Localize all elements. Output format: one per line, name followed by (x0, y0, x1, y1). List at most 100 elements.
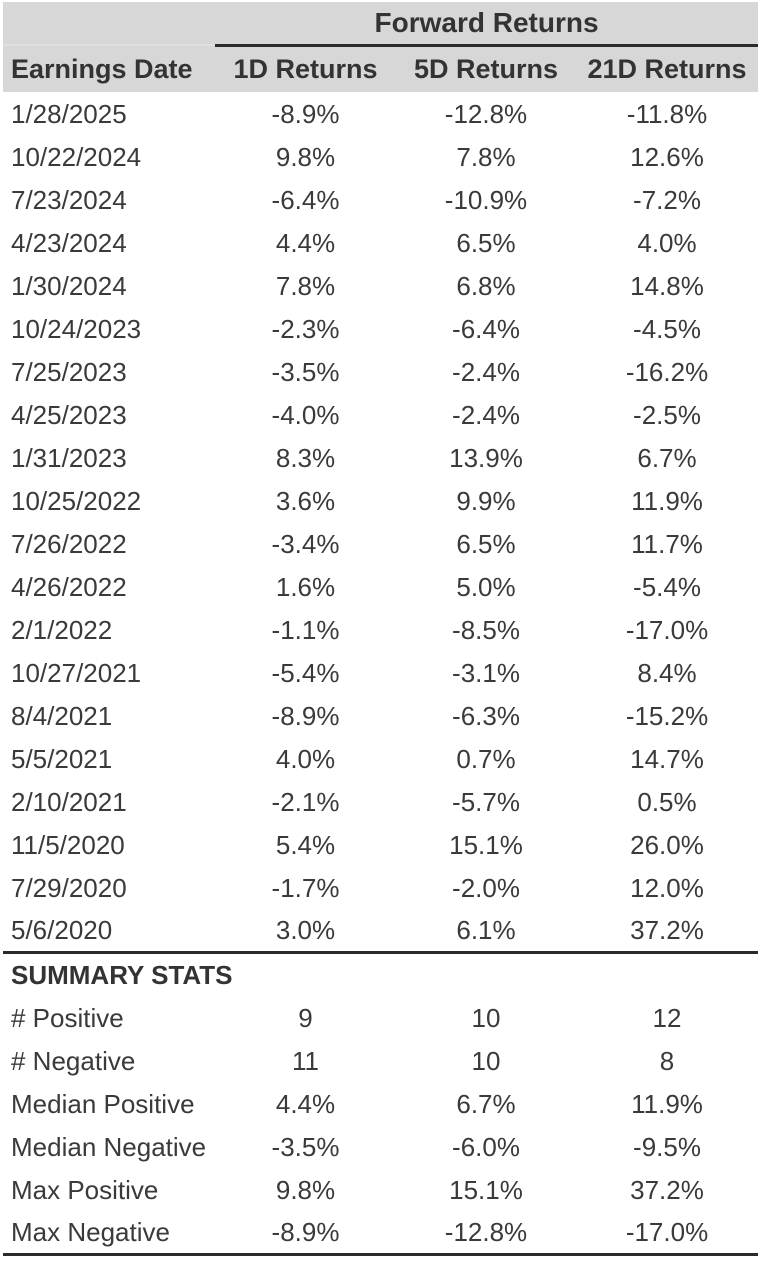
return-value-cell: -9.5% (633, 1131, 701, 1162)
return-value-cell: 13.9% (449, 442, 523, 473)
return-value-cell: -2.3% (271, 313, 340, 344)
return-value-cell: -6.4% (271, 184, 340, 215)
return-value-cell: -15.2% (625, 700, 709, 731)
summary-row: Max Negative -8.9% -12.8% -17.0% (3, 1211, 759, 1254)
spanner-title: Forward Returns (215, 2, 759, 47)
return-value-cell: 9.8% (275, 141, 336, 172)
summary-stat-label: Max Positive (11, 1174, 159, 1205)
data-rows: 1/28/2025 -8.9% -12.8% -11.8% 10/22/2024 9.8%… (3, 92, 759, 952)
summary-stat-label: Max Negative (11, 1216, 170, 1247)
summary-title-row: SUMMARY STATS (3, 950, 759, 996)
return-value-cell: 9.9% (456, 485, 516, 516)
earnings-date-cell: 10/22/2024 (11, 141, 142, 172)
earnings-date-cell: 7/29/2020 (11, 872, 127, 903)
table-row: 2/10/2021 -2.1% -5.7% 0.5% (3, 780, 759, 823)
earnings-date-cell: 2/10/2021 (11, 786, 127, 817)
return-value-cell: 8.4% (637, 657, 697, 688)
return-value-cell: -8.9% (271, 98, 340, 129)
summary-row: Median Positive 4.4% 6.7% 11.9% (3, 1082, 759, 1125)
return-value-cell: 3.0% (275, 914, 336, 945)
return-value-cell: -17.0% (625, 614, 709, 645)
return-value-cell: 7.8% (456, 141, 516, 172)
return-value-cell: -17.0% (625, 1216, 709, 1247)
return-value-cell: -11.8% (626, 98, 708, 129)
return-value-cell: 14.7% (630, 743, 704, 774)
table-row: 7/26/2022 -3.4% 6.5% 11.7% (3, 522, 759, 565)
return-value-cell: -6.0% (452, 1131, 520, 1162)
return-value-cell: -5.4% (271, 657, 340, 688)
column-header-5d-returns: 5D Returns (396, 45, 576, 92)
return-value-cell: 14.8% (630, 270, 704, 301)
table-row: 4/26/2022 1.6% 5.0% -5.4% (3, 565, 759, 608)
return-value-cell: -12.8% (444, 1216, 528, 1247)
summary-row: Max Positive 9.8% 15.1% 37.2% (3, 1168, 759, 1211)
return-value-cell: 5.4% (275, 829, 336, 860)
return-value-cell: 6.7% (456, 1088, 516, 1119)
earnings-date-cell: 10/27/2021 (11, 657, 142, 688)
return-value-cell: 9 (298, 1002, 313, 1033)
earnings-date-cell: 10/24/2023 (11, 313, 142, 344)
return-value-cell: 8 (659, 1045, 675, 1076)
return-value-cell: 37.2% (630, 1174, 704, 1205)
earnings-date-cell: 1/30/2024 (11, 270, 127, 301)
return-value-cell: 37.2% (630, 914, 704, 945)
return-value-cell: -6.4% (452, 313, 520, 344)
return-value-cell: -3.5% (271, 1131, 340, 1162)
return-value-cell: -2.4% (452, 356, 520, 387)
table-row: 10/27/2021 -5.4% -3.1% 8.4% (3, 651, 759, 694)
return-value-cell: -10.9% (444, 184, 528, 215)
table-row: 8/4/2021 -8.9% -6.3% -15.2% (3, 694, 759, 737)
summary-title: SUMMARY STATS (3, 950, 759, 996)
earnings-date-cell: 5/5/2021 (11, 743, 113, 774)
return-value-cell: -1.7% (271, 872, 340, 903)
return-value-cell: 3.6% (275, 485, 336, 516)
return-value-cell: -2.5% (633, 399, 701, 430)
return-value-cell: -1.1% (271, 614, 340, 645)
return-value-cell: 6.8% (456, 270, 516, 301)
column-header-earnings-date: Earnings Date (3, 45, 215, 92)
return-value-cell: -6.3% (452, 700, 520, 731)
table-row: 10/22/2024 9.8% 7.8% 12.6% (3, 135, 759, 178)
summary-stat-label: # Negative (11, 1045, 136, 1076)
return-value-cell: -3.1% (452, 657, 520, 688)
return-value-cell: -12.8% (444, 98, 528, 129)
return-value-cell: -5.7% (452, 786, 520, 817)
return-value-cell: 8.3% (275, 442, 336, 473)
summary-row: Median Negative -3.5% -6.0% -9.5% (3, 1125, 759, 1168)
return-value-cell: 0.7% (456, 743, 516, 774)
return-value-cell: 12.0% (630, 872, 704, 903)
table-row: 1/31/2023 8.3% 13.9% 6.7% (3, 436, 759, 479)
table-row: 1/28/2025 -8.9% -12.8% -11.8% (3, 92, 759, 135)
table-row: 5/5/2021 4.0% 0.7% 14.7% (3, 737, 759, 780)
earnings-date-cell: 11/5/2020 (11, 829, 125, 860)
earnings-date-cell: 4/25/2023 (11, 399, 127, 430)
return-value-cell: 6.5% (456, 528, 516, 559)
return-value-cell: 6.7% (637, 442, 697, 473)
earnings-date-cell: 4/26/2022 (11, 571, 127, 602)
table-row: 7/29/2020 -1.7% -2.0% 12.0% (3, 866, 759, 909)
forward-returns-table: Forward Returns Earnings Date 1D Returns… (3, 2, 759, 1256)
return-value-cell: 4.4% (275, 227, 336, 258)
table-header: Forward Returns Earnings Date 1D Returns… (3, 2, 759, 92)
spanner-row: Forward Returns (3, 2, 759, 47)
return-value-cell: -3.4% (271, 528, 340, 559)
return-value-cell: 10 (471, 1002, 501, 1033)
summary-row: # Negative 11 10 8 (3, 1039, 759, 1082)
earnings-date-cell: 2/1/2022 (11, 614, 113, 645)
table-row: 4/23/2024 4.4% 6.5% 4.0% (3, 221, 759, 264)
return-value-cell: -8.9% (271, 700, 340, 731)
table-row: 10/25/2022 3.6% 9.9% 11.9% (3, 479, 759, 522)
return-value-cell: -3.5% (271, 356, 340, 387)
return-value-cell: -2.0% (452, 872, 520, 903)
return-value-cell: -7.2% (633, 184, 701, 215)
return-value-cell: 11 (292, 1045, 319, 1076)
return-value-cell: 15.1% (449, 1174, 523, 1205)
table-row: 2/1/2022 -1.1% -8.5% -17.0% (3, 608, 759, 651)
return-value-cell: 4.0% (275, 743, 336, 774)
table-row: 7/25/2023 -3.5% -2.4% -16.2% (3, 350, 759, 393)
return-value-cell: 12.6% (630, 141, 704, 172)
return-value-cell: 11.7% (631, 528, 703, 559)
return-value-cell: -8.9% (271, 1216, 340, 1247)
return-value-cell: 11.9% (631, 485, 703, 516)
